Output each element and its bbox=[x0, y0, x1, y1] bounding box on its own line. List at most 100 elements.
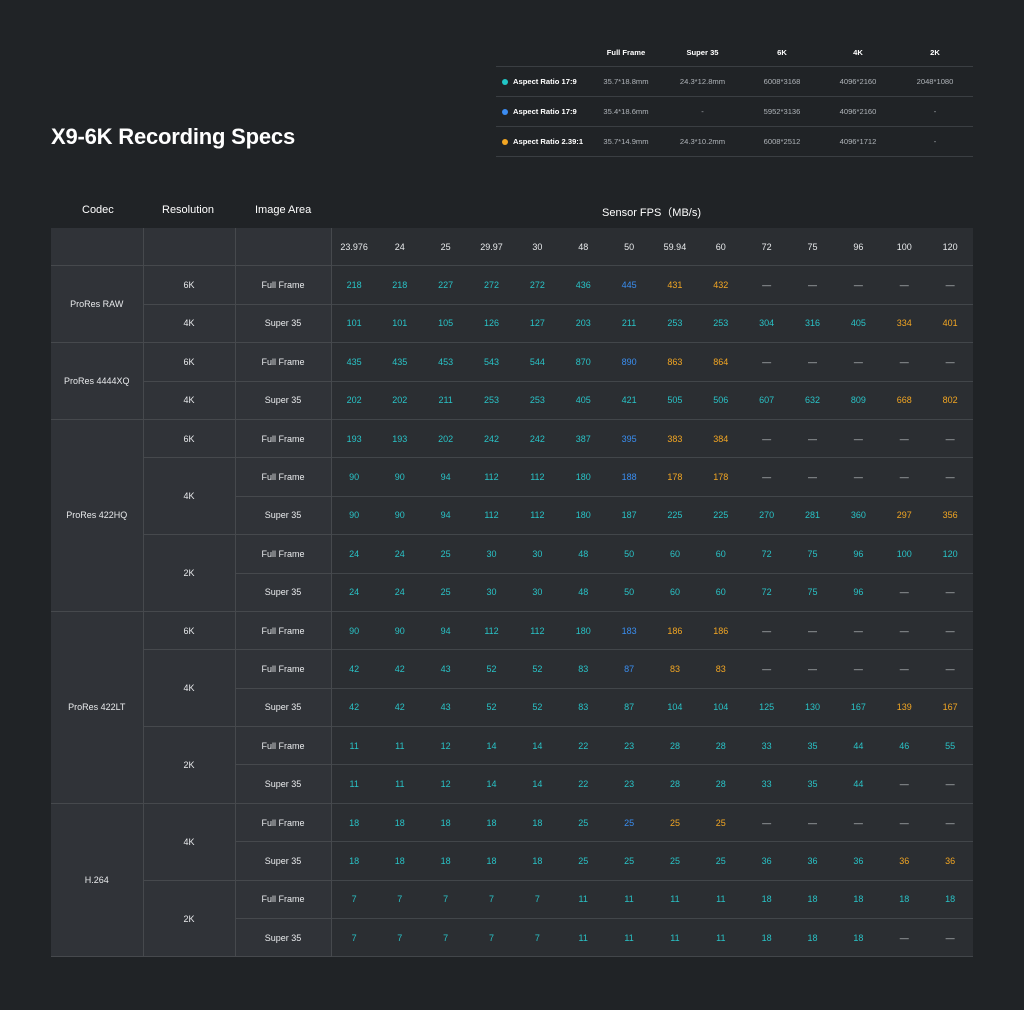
aspect-header-full-frame: Full Frame bbox=[606, 47, 646, 57]
fps-column-header: 50 bbox=[606, 228, 653, 267]
data-value-cell: 30 bbox=[514, 534, 561, 574]
table-row: 2K Full Frame 7 7 7 7 7 11 11 11 11 18 18 18 18 18 bbox=[51, 880, 974, 958]
data-value-cell: 18 bbox=[422, 841, 469, 881]
data-value-cell: 218 bbox=[331, 265, 377, 305]
data-value-cell: — bbox=[789, 803, 836, 843]
aspect-value: 35.4*18.6mm bbox=[592, 96, 660, 127]
data-value-cell: 22 bbox=[560, 764, 607, 804]
resolution-cell: 4K bbox=[143, 803, 236, 881]
data-value-cell: 36 bbox=[881, 841, 928, 881]
data-value-cell: 186 bbox=[652, 611, 698, 651]
data-value-cell: 180 bbox=[560, 457, 607, 497]
data-value-cell: 870 bbox=[560, 342, 607, 382]
aspect-value: 35.7*18.8mm bbox=[592, 66, 660, 97]
data-value-cell: — bbox=[835, 803, 882, 843]
image-area-cell: Full Frame bbox=[235, 649, 332, 689]
data-value-cell: 178 bbox=[652, 457, 698, 497]
aspect-value: 5952*3136 bbox=[745, 96, 819, 127]
data-value-cell: 18 bbox=[422, 803, 469, 843]
data-value-cell: 11 bbox=[606, 918, 653, 958]
data-value-cell: 253 bbox=[468, 381, 515, 420]
data-value-cell: — bbox=[927, 803, 974, 843]
data-value-cell: 383 bbox=[652, 419, 698, 459]
data-value-cell: 60 bbox=[697, 573, 744, 612]
resolution-cell: 2K bbox=[143, 534, 236, 612]
data-value-cell: 14 bbox=[468, 726, 515, 766]
data-value-cell: 632 bbox=[789, 381, 836, 420]
data-value-cell: 183 bbox=[606, 611, 653, 651]
data-value-cell: 432 bbox=[697, 265, 744, 305]
data-value-cell: 11 bbox=[376, 726, 423, 766]
data-value-cell: 127 bbox=[514, 304, 561, 344]
data-value-cell: 253 bbox=[697, 304, 744, 344]
data-value-cell: — bbox=[927, 265, 974, 305]
data-value-cell: 24 bbox=[376, 534, 423, 574]
data-value-cell: 23 bbox=[606, 764, 653, 804]
aspect-row-label: Aspect Ratio 17:9 bbox=[496, 96, 592, 127]
aspect-value: 6008*3168 bbox=[745, 66, 819, 97]
data-value-cell: — bbox=[789, 457, 836, 497]
data-value-cell: — bbox=[927, 419, 974, 459]
data-value-cell: 35 bbox=[789, 726, 836, 766]
table-row: Super 35 7 7 7 7 7 11 11 11 11 18 18 18— — bbox=[51, 918, 974, 958]
data-value-cell: 94 bbox=[422, 457, 469, 497]
data-value-cell: 297 bbox=[881, 496, 928, 536]
fps-column-header: 96 bbox=[835, 228, 882, 267]
data-value-cell: 11 bbox=[697, 880, 744, 920]
data-value-cell: 25 bbox=[422, 573, 469, 612]
data-value-cell: 36 bbox=[835, 841, 882, 881]
data-value-cell: 12 bbox=[422, 764, 469, 804]
data-value-cell: 180 bbox=[560, 496, 607, 536]
data-value-cell: 36 bbox=[927, 841, 974, 881]
data-value-cell: 48 bbox=[560, 534, 607, 574]
table-row: Super 35 24 24 25 30 30 48 50 60 60 72 75 96— — bbox=[51, 573, 974, 612]
color-dot-icon bbox=[502, 138, 508, 145]
data-value-cell: 18 bbox=[514, 803, 561, 843]
data-value-cell: 544 bbox=[514, 342, 561, 382]
data-value-cell: — bbox=[743, 457, 790, 497]
data-value-cell: 87 bbox=[606, 688, 653, 728]
image-area-cell: Full Frame bbox=[235, 880, 332, 920]
data-value-cell: 75 bbox=[789, 534, 836, 574]
fps-column-header: 75 bbox=[789, 228, 836, 267]
data-value-cell: — bbox=[927, 573, 974, 612]
aspect-ratio-label: Aspect Ratio 2.39:1 bbox=[513, 137, 584, 146]
data-value-cell: 28 bbox=[652, 764, 698, 804]
table-row: 4K Super 35 101 101 105 126 127 203 211 253 253 304… bbox=[51, 304, 974, 344]
data-value-cell: 668 bbox=[881, 381, 928, 420]
data-value-cell: 178 bbox=[697, 457, 744, 497]
data-value-cell: 405 bbox=[835, 304, 882, 344]
data-value-cell: 272 bbox=[468, 265, 515, 305]
data-value-cell: 42 bbox=[376, 688, 423, 728]
aspect-value: - bbox=[897, 126, 973, 157]
aspect-row: Aspect Ratio 2.39:1 35.7*14.9mm 24.3*10.2m… bbox=[496, 126, 973, 157]
codec-cell: ProRes 4444XQ bbox=[51, 342, 144, 420]
data-value-cell: 44 bbox=[835, 726, 882, 766]
data-value-cell: 202 bbox=[422, 419, 469, 459]
data-value-cell: 253 bbox=[652, 304, 698, 344]
data-value-cell: 83 bbox=[560, 688, 607, 728]
aspect-value: 4096*2160 bbox=[819, 96, 897, 127]
data-value-cell: 18 bbox=[331, 841, 377, 881]
data-value-cell: 25 bbox=[560, 841, 607, 881]
data-value-cell: 55 bbox=[927, 726, 974, 766]
codec-cell: H.264 bbox=[51, 803, 144, 958]
data-value-cell: 167 bbox=[835, 688, 882, 728]
table-row: ProRes 422LT 6K Full Frame 90 90 94 112 112 180 1… bbox=[51, 611, 974, 804]
data-value-cell: 7 bbox=[422, 880, 469, 920]
data-value-cell: 44 bbox=[835, 764, 882, 804]
data-value-cell: — bbox=[927, 918, 974, 958]
fps-header-blank-area bbox=[235, 228, 332, 267]
data-value-cell: 18 bbox=[789, 918, 836, 958]
recording-specs-table: 23.976 24 25 29.97 30 48 50 59.94 60 72 75 96 100 120… bbox=[51, 228, 974, 958]
data-value-cell: 72 bbox=[743, 534, 790, 574]
data-value-cell: 505 bbox=[652, 381, 698, 420]
data-value-cell: 227 bbox=[422, 265, 469, 305]
data-value-cell: 18 bbox=[468, 803, 515, 843]
table-row: Super 35 90 90 94 112 112 180 187 225 225 270 281 36… bbox=[51, 496, 974, 536]
data-value-cell: 25 bbox=[560, 803, 607, 843]
data-value-cell: 28 bbox=[652, 726, 698, 766]
data-value-cell: — bbox=[835, 419, 882, 459]
data-value-cell: 18 bbox=[376, 803, 423, 843]
data-value-cell: 203 bbox=[560, 304, 607, 344]
